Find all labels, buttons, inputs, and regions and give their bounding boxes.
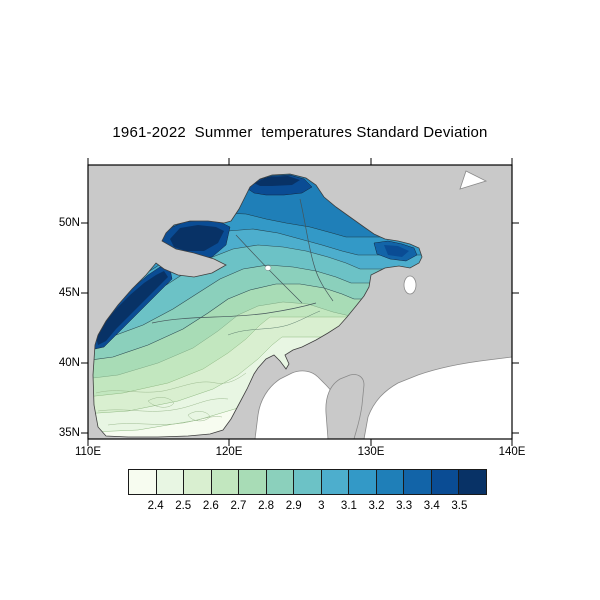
region-outline [92, 173, 423, 438]
colorbar-label: 2.4 [147, 500, 164, 512]
colorbar-box [404, 470, 432, 494]
no-data-hole [264, 265, 272, 271]
colorbar-box [129, 470, 157, 494]
y-tick-label: 40N [58, 357, 80, 369]
x-tick-label: 140E [498, 446, 526, 458]
axis-ticks [81, 158, 519, 446]
contour-band-north-knob-core [254, 176, 300, 186]
colorbar-label: 2.7 [230, 500, 247, 512]
colorbar-box [321, 470, 350, 494]
contour-band-east-patch-core [384, 245, 409, 257]
colorbar-label: 3.4 [423, 500, 440, 512]
colorbar-label: 2.6 [202, 500, 219, 512]
colorbar-label: 3.1 [340, 500, 357, 512]
y-tick-label: 35N [58, 427, 80, 439]
x-tick-label: 130E [357, 446, 385, 458]
colorbar-label: 3.3 [396, 500, 413, 512]
province-boundaries [151, 198, 334, 324]
colorbar-label: 2.8 [258, 500, 275, 512]
y-tick-label: 45N [58, 287, 80, 299]
plot-frame [87, 164, 513, 440]
colorbar-label: 2.9 [285, 500, 302, 512]
contour-band-nw-blob-core [170, 225, 224, 251]
sea-of-japan [363, 356, 513, 440]
colorbar [128, 469, 487, 495]
contour-band-west-core [96, 271, 168, 345]
northeast-inlet [459, 170, 488, 190]
page-title: 1961-2022 Summer temperatures Standard D… [112, 124, 488, 141]
colorbar-box [459, 470, 486, 494]
minor-contour-lines [95, 310, 321, 426]
colorbar-label: 3.2 [368, 500, 385, 512]
colorbar-labels: 2.4 2.5 2.6 2.7 2.8 2.9 3 3.1 3.2 3.3 3.4 3.5 [128, 500, 487, 514]
contour-map-svg [81, 158, 519, 446]
colorbar-box [376, 470, 405, 494]
x-tick-label: 110E [74, 446, 102, 458]
colorbar-label: 3.5 [451, 500, 468, 512]
colorbar-box [294, 470, 322, 494]
ocean [254, 170, 513, 440]
x-tick-label: 120E [215, 446, 243, 458]
colorbar-box [349, 470, 377, 494]
colorbar-label: 2.5 [175, 500, 192, 512]
colorbar-box [239, 470, 267, 494]
colorbar-label: 3 [318, 500, 325, 512]
colorbar-box [431, 470, 460, 494]
colorbar-box [156, 470, 185, 494]
korea-peninsula [325, 374, 365, 440]
colorbar-box [211, 470, 240, 494]
colorbar-box [184, 470, 212, 494]
map-plot [81, 158, 519, 446]
lake-khanka [403, 275, 417, 295]
y-tick-label: 50N [58, 217, 80, 229]
colorbar-box [266, 470, 295, 494]
